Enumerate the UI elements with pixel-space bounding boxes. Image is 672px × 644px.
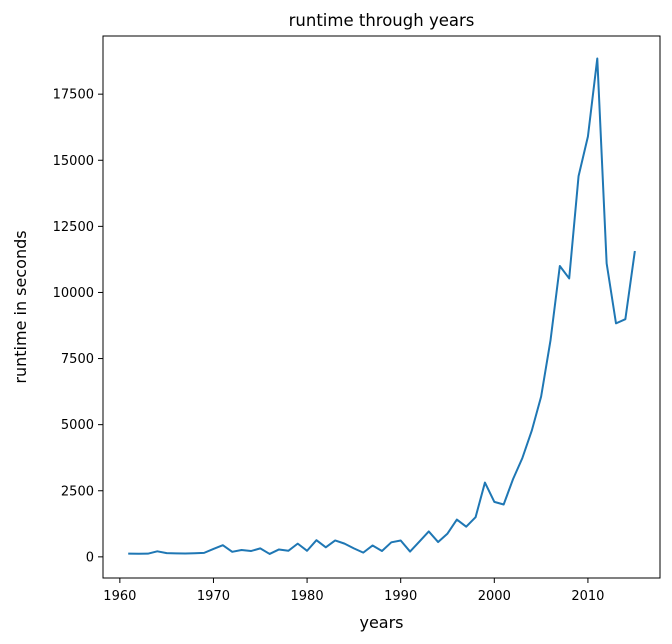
series-line	[128, 57, 636, 555]
x-tick-label: 1960	[103, 589, 136, 604]
y-tick-label: 17500	[53, 88, 94, 103]
x-axis-label: years	[359, 613, 403, 632]
plot-area	[103, 36, 660, 578]
chart-title: runtime through years	[289, 11, 475, 30]
x-tick-label: 1990	[384, 589, 417, 604]
plot-frame	[102, 35, 661, 579]
y-tick-label: 7500	[61, 352, 94, 367]
x-tick-label: 2000	[478, 589, 511, 604]
y-tick-label: 12500	[53, 220, 94, 235]
y-axis-label: runtime in seconds	[11, 230, 30, 383]
y-axis-ticks: 0 2500 5000 7500 10000 12500 15000 17500	[53, 88, 103, 565]
x-axis-ticks: 1960 1970 1980 1990 2000 2010	[103, 578, 604, 604]
x-tick-label: 2010	[571, 589, 604, 604]
y-tick-label: 15000	[53, 154, 94, 169]
y-tick-label: 2500	[61, 484, 94, 499]
x-tick-label: 1980	[291, 589, 324, 604]
x-tick-label: 1970	[197, 589, 230, 604]
y-tick-label: 10000	[53, 286, 94, 301]
y-tick-label: 0	[86, 550, 94, 565]
y-tick-label: 5000	[61, 418, 94, 433]
